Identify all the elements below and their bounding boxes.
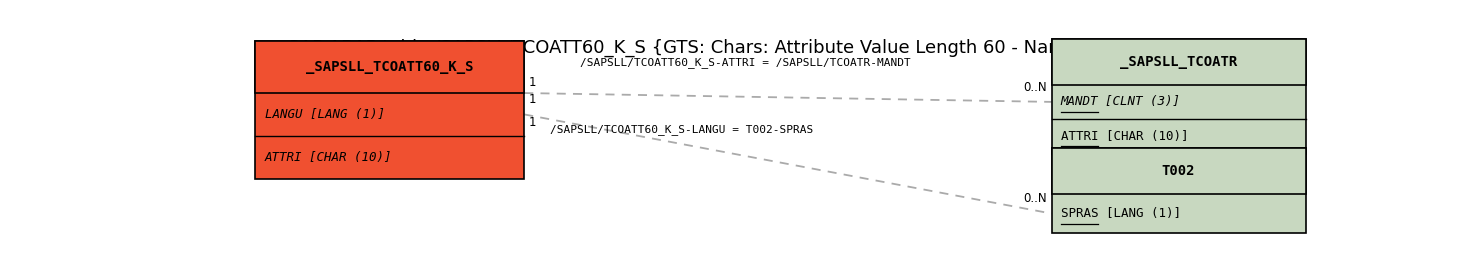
Text: 0..N: 0..N: [1023, 81, 1046, 94]
Text: _SAPSLL_TCOATT60_K_S: _SAPSLL_TCOATT60_K_S: [306, 60, 474, 74]
Text: 0..N: 0..N: [1023, 192, 1046, 205]
Text: SPRAS [LANG (1)]: SPRAS [LANG (1)]: [1061, 207, 1181, 220]
Text: SAP ABAP table /SAPSLL/TCOATT60_K_S {GTS: Chars: Attribute Value Length 60 - Nam: SAP ABAP table /SAPSLL/TCOATT60_K_S {GTS…: [288, 39, 1225, 57]
Text: T002: T002: [1162, 164, 1196, 178]
Text: MANDT [CLNT (3)]: MANDT [CLNT (3)]: [1061, 95, 1181, 108]
Text: /SAPSLL/TCOATT60_K_S-ATTRI = /SAPSLL/TCOATR-MANDT: /SAPSLL/TCOATT60_K_S-ATTRI = /SAPSLL/TCO…: [580, 57, 911, 68]
Text: ATTRI: ATTRI: [1061, 130, 1098, 143]
FancyBboxPatch shape: [1051, 148, 1306, 233]
Text: ATTRI [CHAR (10)]: ATTRI [CHAR (10)]: [1061, 130, 1188, 143]
Text: ATTRI [CHAR (10)]: ATTRI [CHAR (10)]: [1061, 130, 1188, 143]
FancyBboxPatch shape: [1051, 39, 1306, 85]
Text: SPRAS: SPRAS: [1061, 207, 1098, 220]
Text: 1: 1: [528, 93, 536, 106]
FancyBboxPatch shape: [1051, 148, 1306, 194]
Text: MANDT: MANDT: [1061, 95, 1098, 108]
Text: _SAPSLL_TCOATR: _SAPSLL_TCOATR: [1120, 55, 1237, 69]
Text: 1: 1: [528, 76, 536, 89]
Text: MANDT [CLNT (3)]: MANDT [CLNT (3)]: [1061, 95, 1181, 108]
FancyBboxPatch shape: [255, 41, 524, 93]
FancyBboxPatch shape: [1051, 39, 1306, 154]
Text: /SAPSLL/TCOATT60_K_S-LANGU = T002-SPRAS: /SAPSLL/TCOATT60_K_S-LANGU = T002-SPRAS: [551, 124, 813, 135]
Text: 1: 1: [528, 116, 536, 129]
Text: LANGU [LANG (1)]: LANGU [LANG (1)]: [264, 108, 385, 121]
Text: ATTRI [CHAR (10)]: ATTRI [CHAR (10)]: [264, 151, 393, 164]
FancyBboxPatch shape: [255, 41, 524, 179]
Text: SPRAS [LANG (1)]: SPRAS [LANG (1)]: [1061, 207, 1181, 220]
